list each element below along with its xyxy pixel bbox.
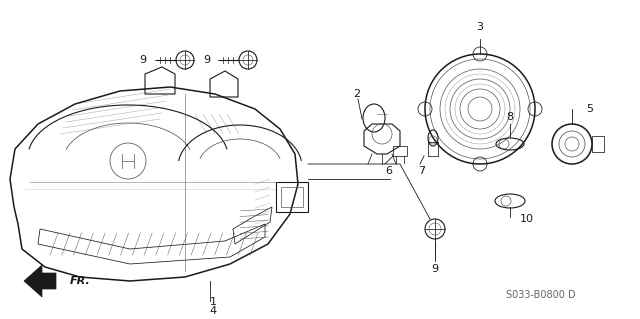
Polygon shape xyxy=(24,265,56,297)
Text: 10: 10 xyxy=(520,214,534,224)
Text: S033-B0800 D: S033-B0800 D xyxy=(506,290,575,300)
Text: 7: 7 xyxy=(419,166,426,176)
Text: 2: 2 xyxy=(353,89,360,99)
Text: 9: 9 xyxy=(431,264,438,274)
Text: 9: 9 xyxy=(140,55,147,65)
Text: 3: 3 xyxy=(477,22,483,32)
Bar xyxy=(393,146,407,156)
Bar xyxy=(281,187,303,207)
Text: FR.: FR. xyxy=(70,276,91,286)
Text: 8: 8 xyxy=(506,112,513,122)
Text: 6: 6 xyxy=(385,166,392,176)
Text: 5: 5 xyxy=(586,104,593,114)
Text: 9: 9 xyxy=(204,55,211,65)
Text: 1: 1 xyxy=(209,297,216,307)
Text: 4: 4 xyxy=(209,306,216,316)
Bar xyxy=(592,136,604,152)
